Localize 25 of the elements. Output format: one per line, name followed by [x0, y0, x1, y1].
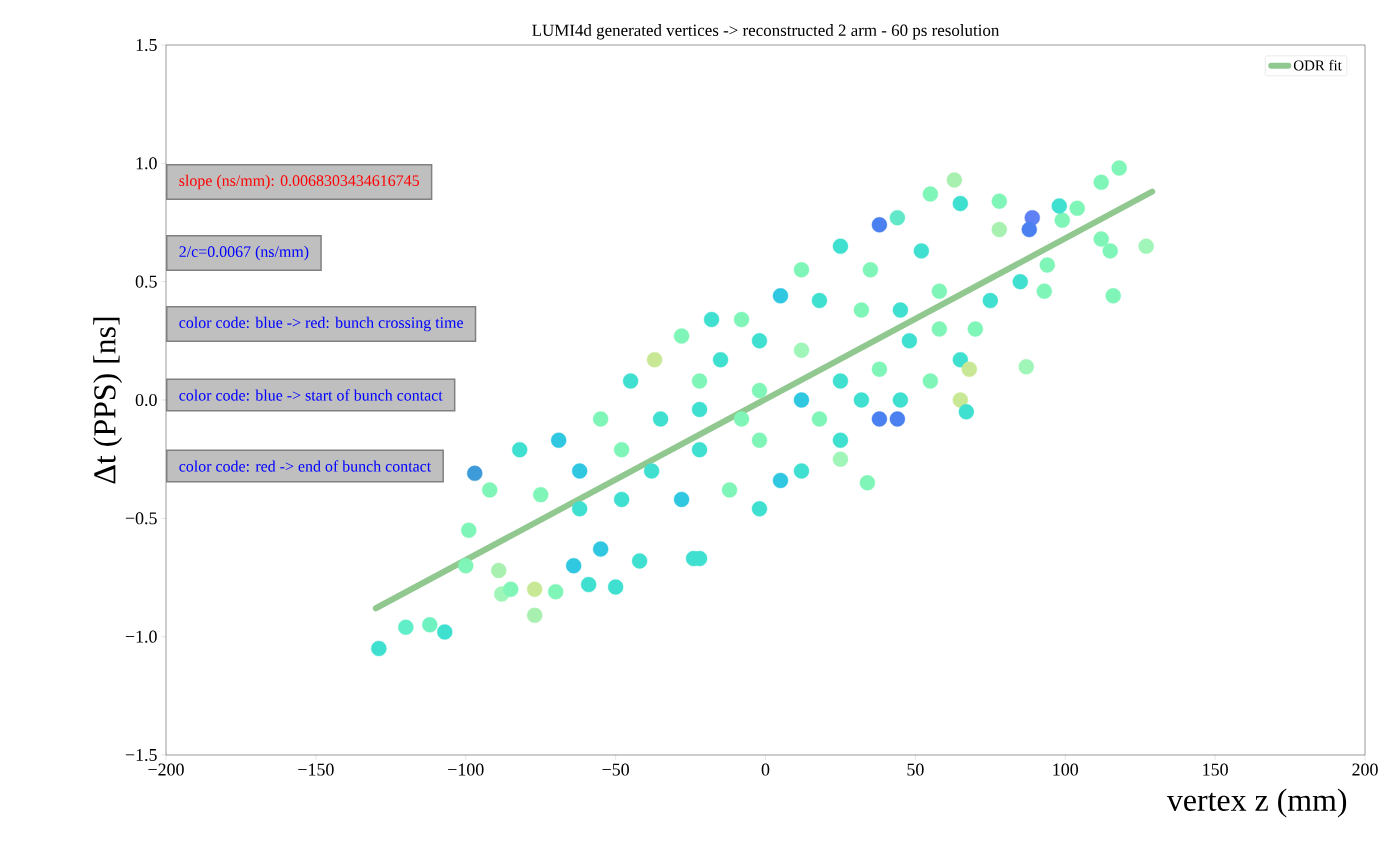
y-tick-label: −1.5: [125, 748, 157, 762]
x-tick-label: 0: [761, 763, 770, 776]
annotation: color code: red -> end of bunch contact: [179, 460, 432, 472]
legend-label: ODR fit: [1293, 59, 1342, 71]
y-tick-label: 0.0: [135, 393, 157, 407]
x-tick-label: −50: [602, 763, 629, 776]
annotation: color code: blue -> start of bunch contact: [179, 389, 443, 401]
x-tick-label: −200: [148, 763, 184, 776]
annotation: 2/c=0.0067 (ns/mm): [179, 245, 309, 261]
y-tick-label: 0.5: [135, 275, 157, 288]
y-tick-label: 1.0: [136, 157, 157, 170]
annotation: slope (ns/mm): 0.0068303434616745: [179, 174, 419, 190]
y-tick-label: −0.5: [125, 512, 157, 525]
x-tick-label: 100: [1053, 763, 1079, 776]
x-tick-label: −100: [448, 763, 484, 776]
x-axis-title: vertex z (mm): [1166, 788, 1347, 818]
annotation: color code: blue -> red: bunch crossing time: [179, 316, 463, 332]
x-tick-label: 150: [1203, 763, 1228, 776]
chart-title: LUMI4d generated vertices -> reconstructed 2 arm - 60 ps resolution: [532, 24, 1000, 40]
x-tick-label: 50: [907, 763, 924, 776]
y-tick-label: 1.5: [136, 38, 157, 52]
y-tick-label: −1.0: [125, 630, 157, 643]
x-tick-label: 200: [1352, 763, 1378, 776]
y-axis-title: Δt (PPS) [ns]: [93, 317, 123, 484]
x-tick-label: −150: [298, 763, 334, 776]
